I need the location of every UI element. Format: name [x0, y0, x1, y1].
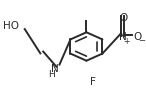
Text: N: N [51, 64, 58, 74]
Text: O: O [119, 13, 127, 23]
Text: N: N [119, 32, 127, 42]
Text: H: H [48, 70, 55, 79]
Text: −: − [138, 37, 145, 45]
Text: F: F [90, 77, 96, 87]
Text: HO: HO [3, 21, 19, 31]
Text: O: O [133, 32, 142, 42]
Text: +: + [123, 37, 130, 45]
